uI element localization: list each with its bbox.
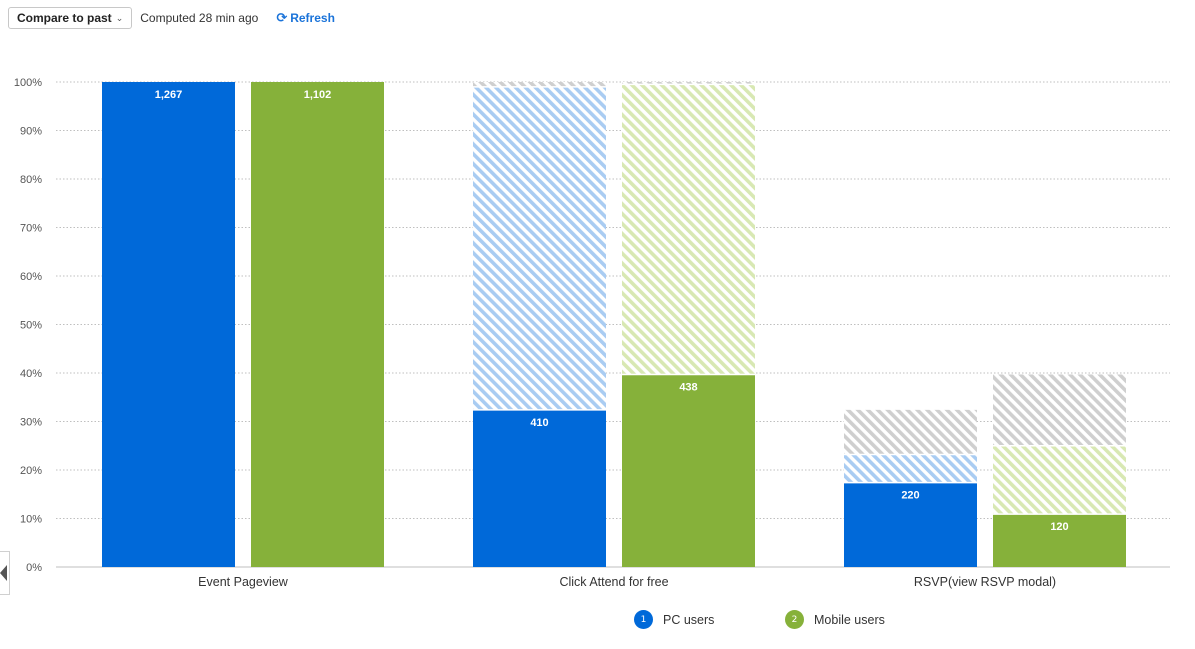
y-tick-label: 20% (20, 465, 42, 477)
y-tick-label: 50% (20, 320, 42, 332)
y-tick-label: 100% (14, 77, 42, 89)
bar-comparison-pc-users[interactable] (473, 86, 606, 410)
bar-mobile-users[interactable] (251, 82, 384, 567)
bar-comparison-pc-users[interactable] (844, 454, 977, 483)
bar-mobile-users[interactable] (622, 374, 755, 567)
legend-label-pc-users: PC users (663, 612, 715, 627)
legend-marker-mobile-users: 2 (785, 610, 804, 629)
x-category-label: Event Pageview (198, 575, 289, 589)
legend-label-mobile-users: Mobile users (814, 612, 885, 627)
legend-item-mobile-users[interactable]: 2 Mobile users (785, 610, 885, 629)
y-tick-label: 10% (20, 514, 42, 526)
refresh-label: Refresh (290, 11, 335, 25)
legend-marker-pc-users: 1 (634, 610, 653, 629)
y-tick-label: 60% (20, 271, 42, 283)
funnel-chart: 0% 10% 20% 30% 40% 50% 60% 70% 80% 90% 100% 1,267 1,… (14, 77, 1170, 589)
bar-dropoff-pc-users[interactable] (473, 82, 606, 87)
compare-to-past-button[interactable]: Compare to past ⌄ (8, 7, 133, 29)
y-tick-label: 40% (20, 368, 42, 380)
bar-mobile-users[interactable] (993, 514, 1126, 567)
refresh-icon: ⟳ (276, 10, 288, 25)
bar-value-label: 1,102 (304, 89, 332, 101)
refresh-button[interactable]: ⟳ Refresh (276, 10, 335, 26)
chevron-down-icon: ⌄ (115, 12, 124, 23)
collapse-panel-tab[interactable] (0, 551, 10, 595)
bar-pc-users[interactable] (473, 409, 606, 567)
bar-comparison-mobile-users[interactable] (993, 445, 1126, 515)
bar-value-label: 220 (901, 490, 919, 502)
legend-item-pc-users[interactable]: 1 PC users (634, 610, 714, 629)
bar-dropoff-pc-users[interactable] (844, 409, 977, 455)
bar-value-label: 410 (530, 417, 548, 429)
y-tick-label: 0% (26, 562, 42, 574)
bar-pc-users[interactable] (102, 82, 235, 567)
x-category-label: RSVP(view RSVP modal) (914, 575, 1056, 589)
bar-pc-users[interactable] (844, 482, 977, 567)
bar-dropoff-mobile-users[interactable] (993, 374, 1126, 446)
y-tick-label: 70% (20, 223, 42, 235)
computed-timestamp: Computed 28 min ago (140, 11, 259, 25)
bar-value-label: 1,267 (155, 89, 183, 101)
toolbar: Compare to past ⌄ Computed 28 min ago ⟳ … (8, 6, 335, 30)
x-category-label: Click Attend for free (559, 575, 668, 589)
bar-value-label: 438 (679, 381, 697, 393)
y-tick-label: 30% (20, 417, 42, 429)
y-tick-label: 90% (20, 126, 42, 138)
chevron-left-icon (0, 565, 7, 581)
y-tick-label: 80% (20, 174, 42, 186)
compare-to-past-label: Compare to past (17, 11, 112, 25)
bar-comparison-mobile-users[interactable] (622, 84, 755, 375)
legend: 1 PC users 2 Mobile users (0, 610, 1195, 630)
bar-dropoff-mobile-users[interactable] (622, 82, 755, 85)
bar-value-label: 120 (1050, 521, 1068, 533)
